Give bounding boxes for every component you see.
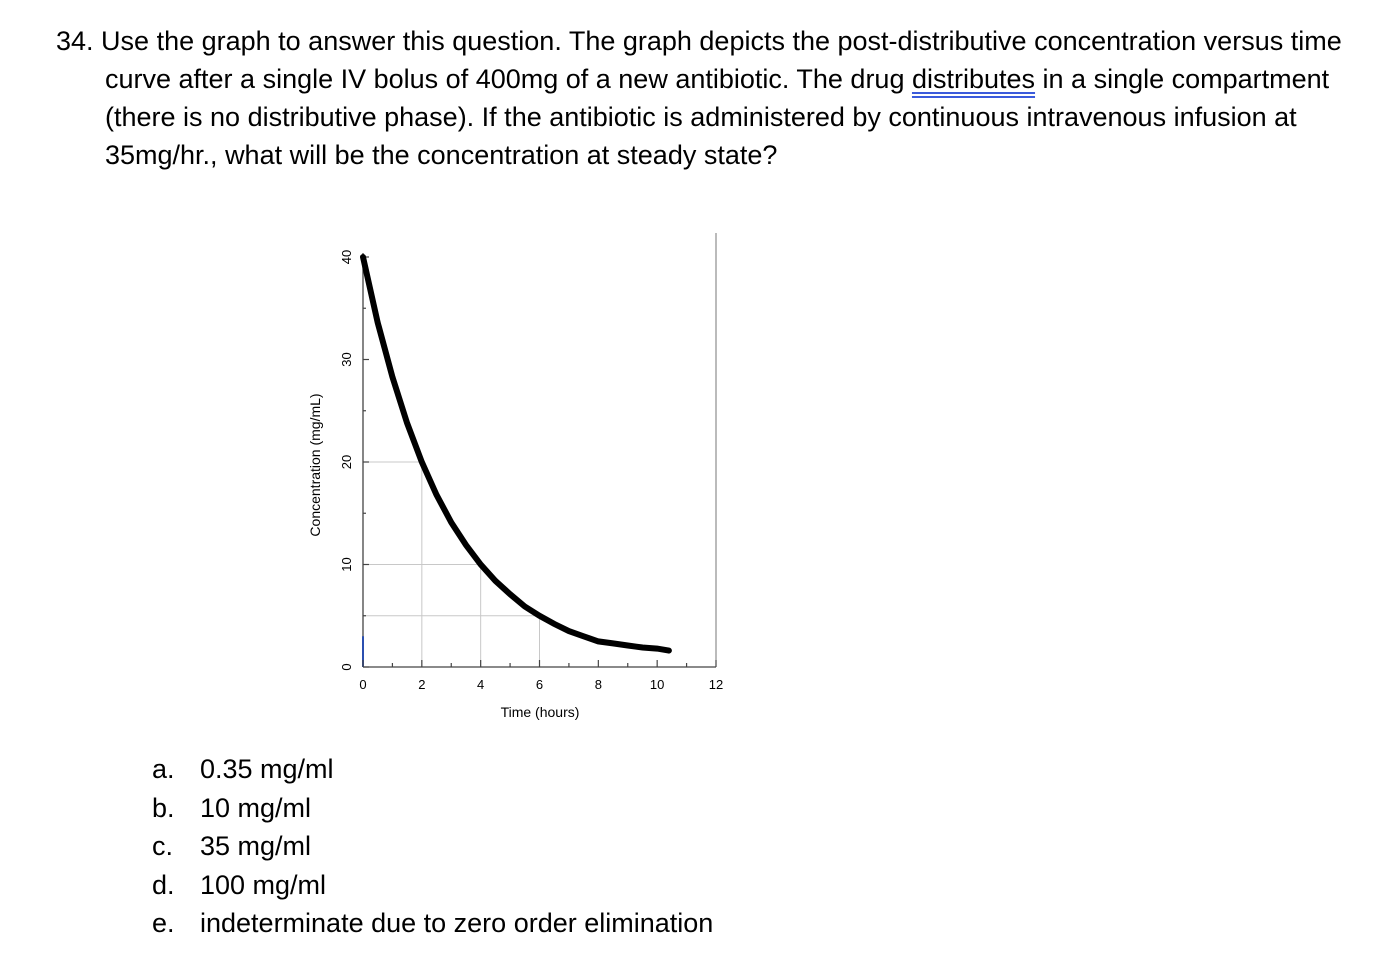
answer-text: 100 mg/ml [200, 869, 327, 900]
chart-ticks [362, 256, 717, 668]
y-tick-label: 0 [339, 663, 354, 670]
question-text: 34. Use the graph to answer this questio… [56, 22, 1355, 174]
y-tick-label: 30 [339, 352, 354, 366]
y-tick-label: 20 [339, 455, 354, 469]
x-tick-label: 4 [477, 677, 484, 692]
question-text-part-2: in a single compartment (there is no dis… [105, 64, 1330, 170]
x-tick-label: 8 [595, 677, 602, 692]
answer-choice: c. 35 mg/ml [152, 827, 713, 866]
x-tick-label: 10 [650, 677, 664, 692]
spellcheck-underlined-word: distributes [911, 64, 1036, 94]
answer-choice: b. 10 mg/ml [152, 789, 713, 828]
question-number: 34. [56, 26, 94, 56]
x-tick-label: 0 [359, 677, 366, 692]
x-tick-label: 12 [709, 677, 723, 692]
answer-text: 0.35 mg/ml [200, 754, 334, 784]
question-text-part-1: Use the graph to answer this question. T… [93, 26, 1342, 94]
answer-text: 10 mg/ml [200, 792, 312, 823]
x-axis-label: Time (hours) [501, 704, 580, 720]
x-tick-label: 6 [536, 677, 543, 692]
answer-letter: d. [152, 869, 175, 900]
answer-text: indeterminate due to zero order eliminat… [200, 908, 714, 938]
answer-choices: a. 0.35 mg/ml b. 10 mg/ml c. 35 mg/ml d. 100 mg… [152, 750, 713, 943]
y-axis-label: Concentration (mg/mL) [307, 393, 323, 536]
answer-letter: c. [152, 831, 174, 861]
answer-letter: a. [152, 754, 175, 784]
answer-letter: b. [152, 792, 175, 823]
answer-choice: e. indeterminate due to zero order elimin… [152, 904, 713, 943]
chart-tick-labels: 0 2 4 6 8 10 12 0 10 20 30 40 [339, 250, 723, 692]
y-tick-label: 40 [339, 250, 354, 264]
chart-guide-lines [363, 461, 540, 667]
data-series-line [360, 254, 672, 654]
answer-text: 35 mg/ml [200, 831, 312, 861]
x-tick-label: 2 [418, 677, 425, 692]
y-tick-label: 10 [339, 557, 354, 571]
answer-letter: e. [152, 908, 175, 938]
answer-choice: d. 100 mg/ml [152, 866, 713, 905]
concentration-time-chart: 0 2 4 6 8 10 12 0 10 20 30 40 Time (hours) Concentr… [307, 233, 723, 720]
answer-choice: a. 0.35 mg/ml [152, 750, 713, 789]
